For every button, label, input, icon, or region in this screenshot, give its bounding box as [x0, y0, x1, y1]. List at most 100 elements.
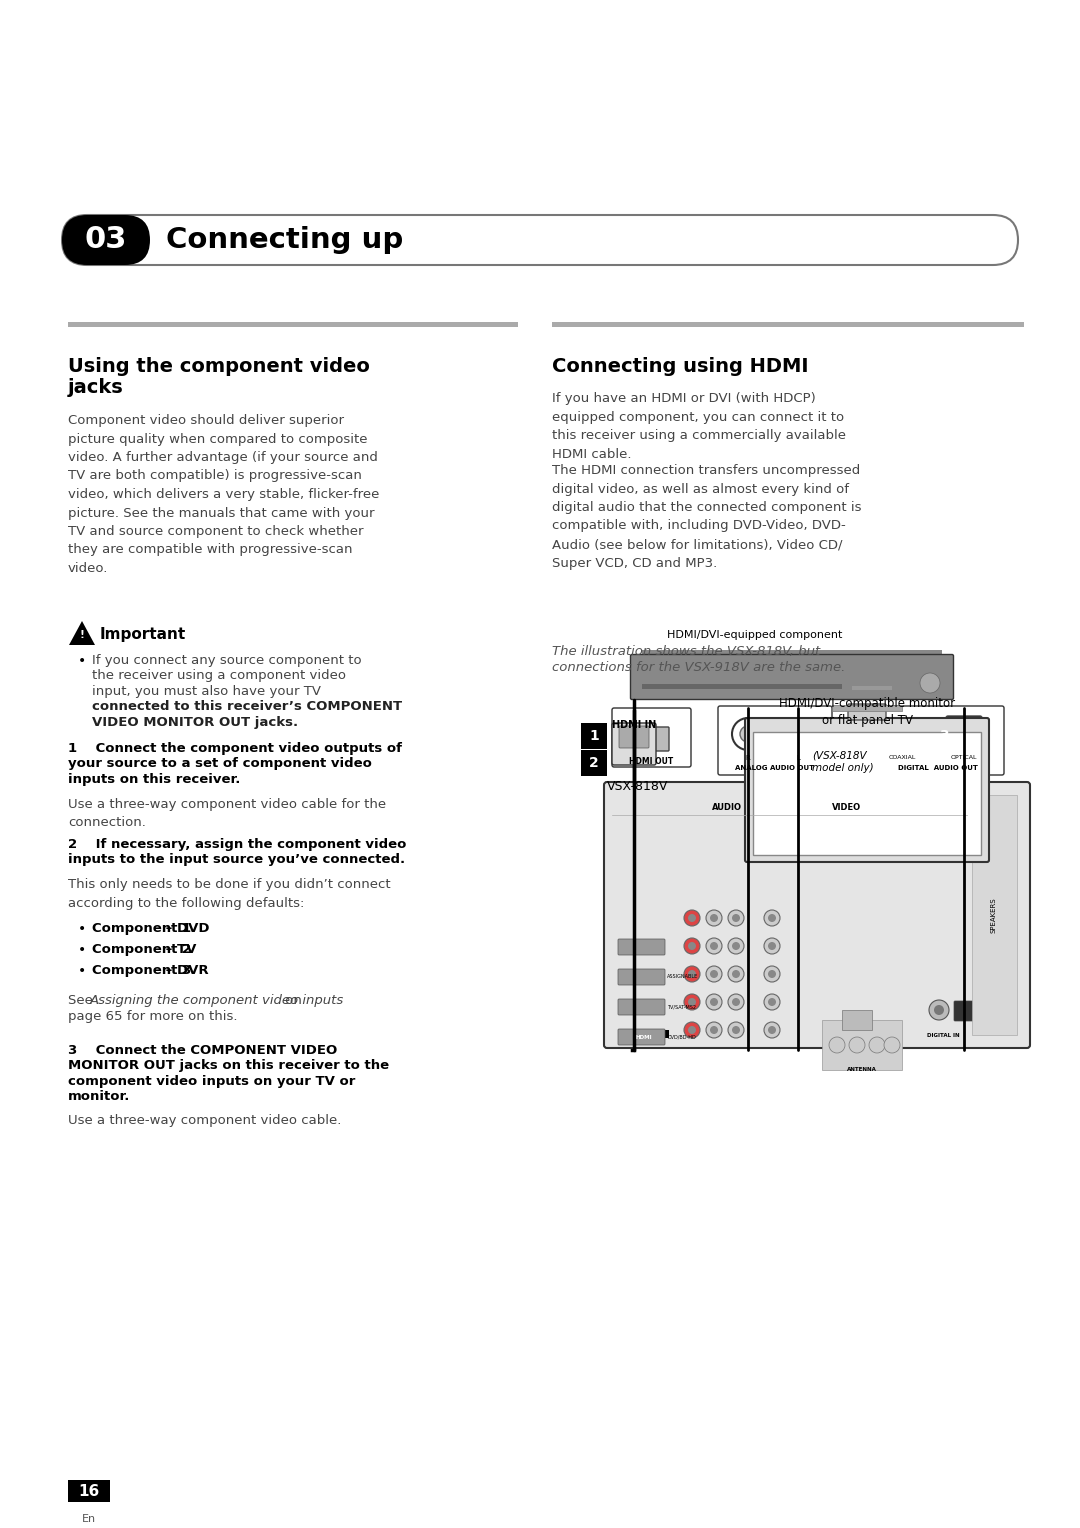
Circle shape [920, 672, 940, 694]
Circle shape [728, 995, 744, 1010]
Bar [552, 322, 1024, 327]
Text: jacks: jacks [68, 377, 124, 397]
Text: 1    Connect the component video outputs of: 1 Connect the component video outputs of [68, 743, 402, 755]
FancyBboxPatch shape [62, 215, 150, 264]
Bar [68, 1481, 110, 1502]
Text: This only needs to be done if you didn’t connect
according to the following defa: This only needs to be done if you didn’t… [68, 879, 391, 909]
Circle shape [688, 998, 696, 1005]
Circle shape [706, 938, 723, 953]
Circle shape [728, 1022, 744, 1038]
Bar [68, 322, 518, 327]
Text: your source to a set of component video: your source to a set of component video [68, 758, 372, 770]
Circle shape [795, 730, 801, 736]
Text: component video inputs on your TV or: component video inputs on your TV or [68, 1076, 355, 1088]
Text: Component 3: Component 3 [92, 964, 191, 976]
Text: TV/SAT-MS2: TV/SAT-MS2 [667, 1004, 696, 1010]
Bar [931, 723, 957, 749]
Text: AUDIO: AUDIO [712, 804, 742, 811]
Circle shape [849, 1038, 865, 1053]
Circle shape [829, 1038, 845, 1053]
Text: 3    Connect the COMPONENT VIDEO: 3 Connect the COMPONENT VIDEO [68, 1044, 337, 1057]
FancyBboxPatch shape [872, 706, 1004, 775]
FancyBboxPatch shape [946, 717, 982, 749]
Text: DVD/BD-HD: DVD/BD-HD [667, 1034, 696, 1039]
Circle shape [782, 718, 814, 750]
Text: page 65 for more on this.: page 65 for more on this. [68, 1010, 238, 1024]
Text: HDMI OUT: HDMI OUT [630, 756, 674, 766]
Text: If you have an HDMI or DVI (with HDCP)
equipped component, you can connect it to: If you have an HDMI or DVI (with HDCP) e… [552, 393, 846, 460]
Circle shape [732, 970, 740, 978]
Circle shape [899, 730, 905, 736]
Text: En: En [82, 1514, 96, 1523]
Text: 2: 2 [589, 756, 599, 770]
FancyBboxPatch shape [618, 969, 665, 986]
Text: MONITOR OUT jacks on this receiver to the: MONITOR OUT jacks on this receiver to th… [68, 1059, 389, 1073]
Bar [852, 686, 892, 691]
FancyBboxPatch shape [631, 727, 669, 750]
Circle shape [768, 914, 777, 921]
Circle shape [688, 970, 696, 978]
Text: SPEAKERS: SPEAKERS [991, 897, 997, 932]
Circle shape [581, 750, 607, 776]
Text: model only): model only) [812, 762, 874, 773]
Text: (VSX-818V: (VSX-818V [812, 750, 866, 759]
Text: VIDEO: VIDEO [833, 804, 862, 811]
Bar [619, 1030, 669, 1038]
Text: VIDEO MONITOR OUT jacks.: VIDEO MONITOR OUT jacks. [92, 717, 298, 729]
Text: If you connect any source component to: If you connect any source component to [92, 654, 362, 668]
Text: DIGITAL IN: DIGITAL IN [927, 1033, 960, 1038]
Circle shape [768, 1025, 777, 1034]
Text: See: See [68, 995, 97, 1007]
Circle shape [885, 1038, 900, 1053]
Text: – DVD: – DVD [161, 921, 210, 935]
Text: •: • [78, 654, 86, 668]
Text: 3: 3 [940, 729, 949, 743]
Bar [842, 1010, 872, 1030]
FancyBboxPatch shape [618, 940, 665, 955]
Circle shape [581, 723, 607, 749]
Circle shape [684, 966, 700, 983]
Circle shape [728, 938, 744, 953]
Bar [642, 685, 842, 689]
Text: HDMI: HDMI [636, 1034, 652, 1041]
Text: HDMI/DVI-equipped component: HDMI/DVI-equipped component [667, 630, 842, 640]
FancyBboxPatch shape [619, 726, 649, 749]
Text: ASSIGNABLE: ASSIGNABLE [667, 975, 699, 979]
Circle shape [732, 914, 740, 921]
Text: 2    If necessary, assign the component video: 2 If necessary, assign the component vid… [68, 837, 406, 851]
Circle shape [732, 1025, 740, 1034]
Circle shape [728, 911, 744, 926]
Text: The HDMI connection transfers uncompressed
digital video, as well as almost ever: The HDMI connection transfers uncompress… [552, 465, 862, 570]
Text: VSX-818V: VSX-818V [607, 779, 669, 793]
Text: 1: 1 [589, 729, 599, 743]
Text: – TV: – TV [161, 943, 197, 957]
Text: OPTICAL: OPTICAL [950, 755, 977, 759]
Circle shape [732, 941, 740, 950]
Bar [832, 704, 902, 711]
Text: DIGITAL  AUDIO OUT: DIGITAL AUDIO OUT [899, 766, 977, 772]
Circle shape [929, 999, 949, 1021]
Circle shape [706, 1022, 723, 1038]
Text: Assigning the component video inputs: Assigning the component video inputs [90, 995, 345, 1007]
Text: HDMI/DVI-compatible monitor
or flat panel TV: HDMI/DVI-compatible monitor or flat pane… [779, 697, 955, 727]
FancyBboxPatch shape [848, 704, 886, 720]
Bar [972, 795, 1017, 1034]
Bar [581, 750, 607, 776]
Circle shape [706, 966, 723, 983]
FancyBboxPatch shape [954, 1001, 978, 1021]
Text: connections for the VSX-918V are the same.: connections for the VSX-918V are the sam… [552, 662, 846, 674]
Text: Use a three-way component video cable for the
connection.: Use a three-way component video cable fo… [68, 798, 387, 830]
Circle shape [768, 941, 777, 950]
Circle shape [789, 726, 806, 743]
Circle shape [931, 723, 957, 749]
Circle shape [684, 1022, 700, 1038]
FancyBboxPatch shape [618, 999, 665, 1015]
Text: Connecting using HDMI: Connecting using HDMI [552, 358, 809, 376]
Circle shape [732, 718, 764, 750]
Text: – DVR: – DVR [161, 964, 208, 976]
Circle shape [764, 966, 780, 983]
FancyBboxPatch shape [62, 215, 1018, 264]
Circle shape [745, 730, 751, 736]
Circle shape [764, 995, 780, 1010]
Circle shape [732, 998, 740, 1005]
